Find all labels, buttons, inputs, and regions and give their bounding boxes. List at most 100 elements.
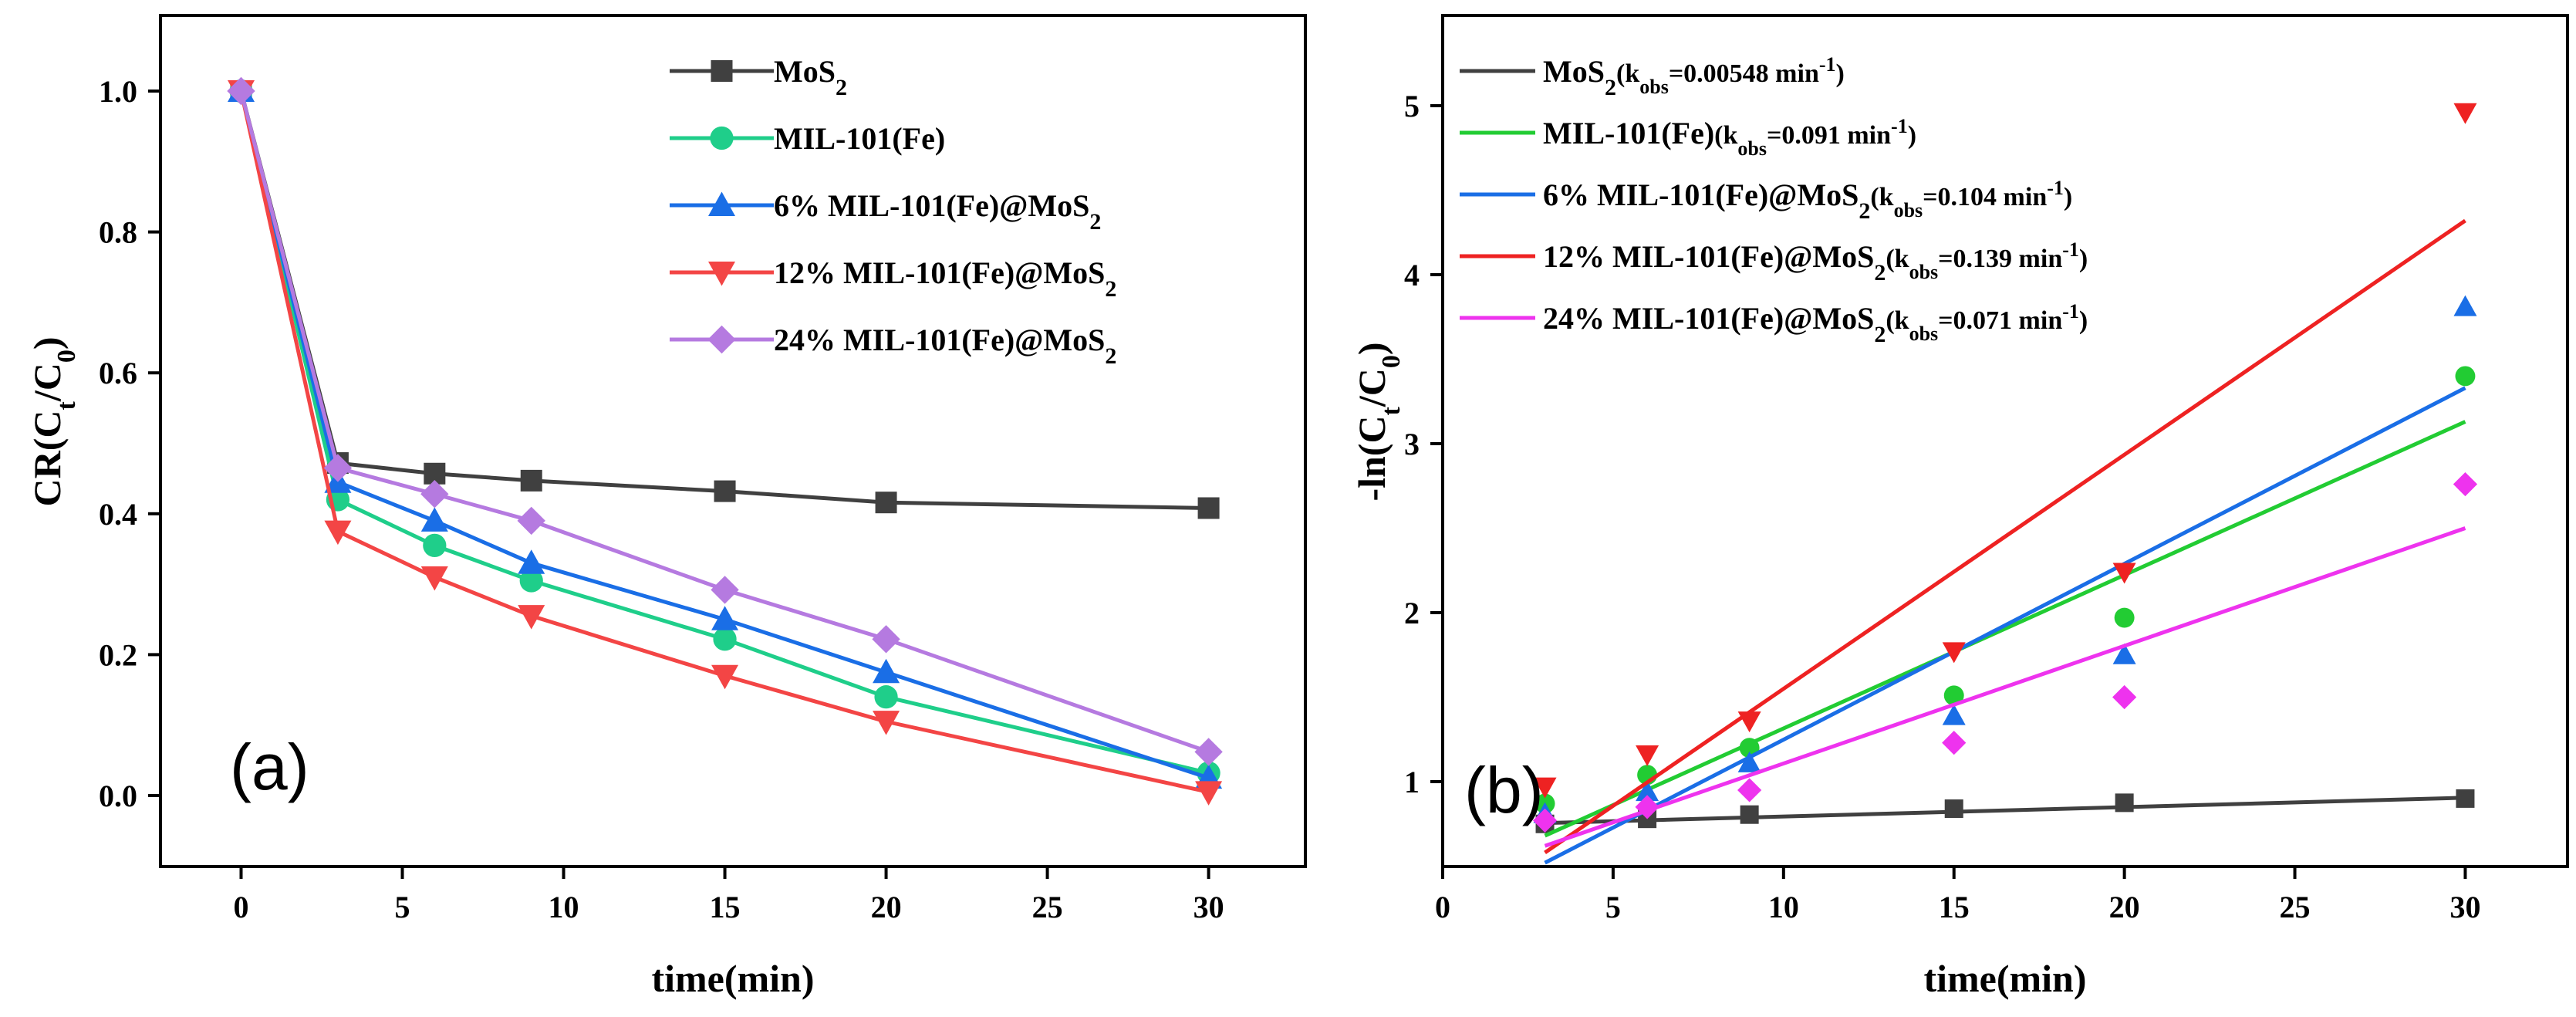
data-point xyxy=(1636,745,1659,766)
x-axis-title: time(min) xyxy=(1923,957,2086,1000)
y-tick-label: 4 xyxy=(1404,258,1420,292)
y-axis-title: -ln(Ct/C0) xyxy=(1350,342,1406,501)
data-point xyxy=(1942,704,1966,725)
x-tick-label: 10 xyxy=(549,890,579,924)
legend-label: 24% MIL-101(Fe)@MoS2 xyxy=(774,323,1116,369)
x-tick-label: 30 xyxy=(2449,890,2480,924)
fit-line xyxy=(1545,796,2466,826)
data-point xyxy=(713,627,737,651)
legend-item: 6% MIL-101(Fe)@MoS2 xyxy=(670,188,1101,235)
x-tick-label: 15 xyxy=(1939,890,1970,924)
fit-line xyxy=(1544,386,2466,865)
series-line xyxy=(239,90,1209,510)
legend-item: 24% MIL-101(Fe)@MoS2 xyxy=(670,323,1116,369)
panel-label: (b) xyxy=(1464,754,1544,826)
legend-item: 12% MIL-101(Fe)@MoS2 xyxy=(670,255,1116,302)
data-point xyxy=(875,492,897,514)
x-tick-label: 5 xyxy=(395,890,410,924)
legend: MoS2 MIL-101(Fe) 6% MIL-101(Fe)@MoS2 12% MI… xyxy=(670,54,1116,369)
x-tick-label: 10 xyxy=(1768,890,1799,924)
data-point xyxy=(2112,563,2136,584)
data-point xyxy=(2456,789,2475,808)
legend-label: MIL-101(Fe)(kobs=0.091 min-1) xyxy=(1543,115,1916,160)
y-tick-label: 1.0 xyxy=(99,74,137,109)
data-point xyxy=(873,658,900,684)
data-point xyxy=(1197,497,1220,519)
data-point xyxy=(1194,738,1223,766)
legend-item: 12% MIL-101(Fe)@MoS2(kobs=0.139 min-1) xyxy=(1460,238,2088,286)
series-3 xyxy=(228,80,1223,806)
x-tick-label: 25 xyxy=(2280,890,2311,924)
plot-frame xyxy=(1441,14,2569,868)
data-point xyxy=(518,549,545,574)
series-1 xyxy=(1534,366,2476,838)
legend-marker xyxy=(710,126,734,150)
y-tick-label: 0.2 xyxy=(99,637,137,672)
data-point xyxy=(324,520,352,546)
y-tick-label: 2 xyxy=(1404,596,1420,630)
x-tick-label: 5 xyxy=(1605,890,1621,924)
fit-line xyxy=(1544,218,2466,855)
legend-label: 12% MIL-101(Fe)@MoS2 xyxy=(774,255,1116,302)
legend-label: 6% MIL-101(Fe)@MoS2 xyxy=(774,188,1101,235)
data-point xyxy=(714,480,736,502)
data-point xyxy=(874,685,898,709)
data-point xyxy=(873,711,900,735)
data-point xyxy=(1942,731,1967,755)
data-point xyxy=(1532,808,1558,833)
data-point xyxy=(420,507,448,532)
x-tick-label: 0 xyxy=(1435,890,1450,924)
legend-label: 12% MIL-101(Fe)@MoS2(kobs=0.139 min-1) xyxy=(1543,238,2088,286)
legend: MoS2(kobs=0.00548 min-1) MIL-101(Fe)(kobs… xyxy=(1460,53,2088,347)
data-point xyxy=(2453,295,2477,316)
series-4 xyxy=(1532,471,2478,848)
fit-line xyxy=(1544,420,2466,838)
data-point xyxy=(1737,778,1762,802)
data-point xyxy=(517,506,545,536)
legend-item: 6% MIL-101(Fe)@MoS2(kobs=0.104 min-1) xyxy=(1460,177,2072,224)
y-tick-label: 0.6 xyxy=(99,356,137,390)
y-tick-label: 0.0 xyxy=(99,779,137,813)
x-tick-label: 20 xyxy=(871,890,902,924)
data-point xyxy=(520,469,542,492)
series-3 xyxy=(1533,103,2477,855)
data-point xyxy=(519,569,543,593)
data-point xyxy=(518,605,545,630)
x-tick-label: 20 xyxy=(2109,890,2140,924)
legend-item: MIL-101(Fe)(kobs=0.091 min-1) xyxy=(1460,115,1916,160)
data-point xyxy=(1737,751,1761,772)
y-axis-title: CR(Ct/C0) xyxy=(25,337,81,507)
data-point xyxy=(1195,781,1223,806)
data-point xyxy=(1944,799,1963,819)
data-point xyxy=(323,454,353,482)
legend-label: MIL-101(Fe) xyxy=(774,121,945,156)
data-point xyxy=(423,533,447,558)
data-point xyxy=(420,480,449,508)
chart-panel-b: 0 5 10 15 20 25 30 1 2 3 4 5 time(min) -ln(Ct/C0) MoS2… xyxy=(1350,14,2569,1000)
data-point xyxy=(1942,642,1966,664)
legend-label: MoS2(kobs=0.00548 min-1) xyxy=(1543,53,1845,100)
legend-marker xyxy=(711,60,733,82)
data-point xyxy=(1636,780,1659,802)
data-point xyxy=(2453,471,2478,497)
data-point xyxy=(2455,366,2476,387)
legend-label: MoS2 xyxy=(774,54,847,100)
data-point xyxy=(711,606,739,630)
data-point xyxy=(1740,805,1759,824)
x-tick-label: 15 xyxy=(710,890,741,924)
legend-item: MIL-101(Fe) xyxy=(670,121,945,156)
data-point xyxy=(872,625,900,654)
legend-label: 24% MIL-101(Fe)@MoS2(kobs=0.071 min-1) xyxy=(1543,300,2088,347)
y-tick-label: 0.4 xyxy=(99,497,137,532)
legend-marker xyxy=(708,262,735,286)
data-point xyxy=(2112,643,2136,664)
x-tick-label: 0 xyxy=(234,890,249,924)
x-tick-label: 25 xyxy=(1032,890,1063,924)
legend-item: 24% MIL-101(Fe)@MoS2(kobs=0.071 min-1) xyxy=(1460,300,2088,347)
y-tick-label: 5 xyxy=(1404,89,1420,123)
legend-item: MoS2 xyxy=(670,54,847,100)
legend-marker xyxy=(708,191,735,216)
y-tick-label: 3 xyxy=(1404,427,1420,461)
data-point xyxy=(227,76,255,106)
